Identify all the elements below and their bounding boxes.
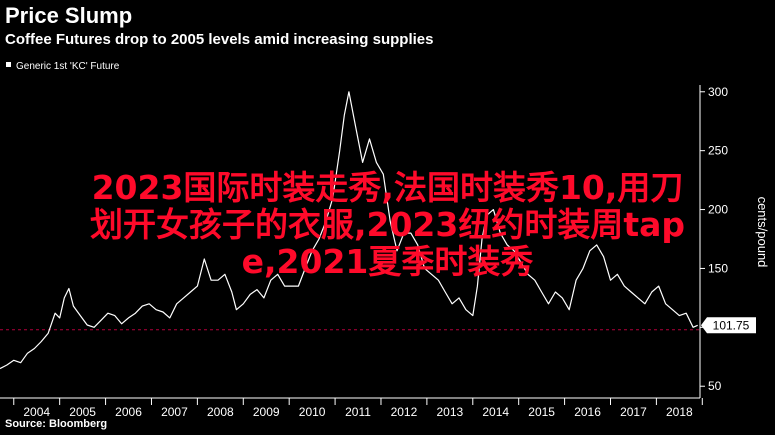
legend-label: Generic 1st 'KC' Future [16, 61, 120, 72]
legend: Generic 1st 'KC' Future [6, 61, 120, 72]
x-tick-label: 2014 [482, 405, 509, 419]
overlay-text-line-1: 2023国际时装走秀,法国时装秀10,用刀 [91, 168, 684, 207]
chart-subtitle: Coffee Futures drop to 2005 levels amid … [5, 31, 434, 48]
overlay-text-line-2: 划开女孩子的衣服,2023纽约时装周tap [89, 205, 686, 244]
x-tick-label: 2012 [391, 405, 418, 419]
x-tick-label: 2009 [253, 405, 280, 419]
x-tick-label: 2016 [574, 405, 601, 419]
source-note: Source: Bloomberg [5, 418, 108, 430]
overlay-text-line-3: e,2021夏季时装秀 [241, 242, 534, 281]
x-tick-label: 2004 [23, 405, 50, 419]
x-tick-label: 2005 [69, 405, 96, 419]
x-tick-label: 2007 [161, 405, 188, 419]
x-tick-label: 2006 [115, 405, 142, 419]
x-tick-label: 2008 [207, 405, 234, 419]
axis-layer: 5010015020025030020042005200620072008200… [0, 85, 756, 419]
x-tick-label: 2018 [666, 405, 693, 419]
y-tick-label: 150 [708, 261, 728, 275]
series-layer [0, 91, 698, 370]
last-value-box [701, 317, 756, 334]
x-tick-label: 2010 [299, 405, 326, 419]
y-tick-label: 250 [708, 144, 728, 158]
last-value-label: 101.75 [713, 318, 750, 332]
chart-title: Price Slump [5, 3, 133, 28]
y-axis-title: cents/pound [755, 197, 770, 268]
x-tick-label: 2015 [528, 405, 555, 419]
last-value-callout: 101.75 [701, 317, 756, 334]
y-tick-label: 50 [708, 379, 722, 393]
x-tick-label: 2013 [436, 405, 463, 419]
y-tick-label: 300 [708, 85, 728, 99]
x-tick-label: 2011 [345, 405, 371, 419]
series-line-0 [0, 91, 698, 370]
legend-swatch [6, 62, 11, 67]
x-tick-label: 2017 [620, 405, 647, 419]
y-tick-label: 200 [708, 203, 728, 217]
